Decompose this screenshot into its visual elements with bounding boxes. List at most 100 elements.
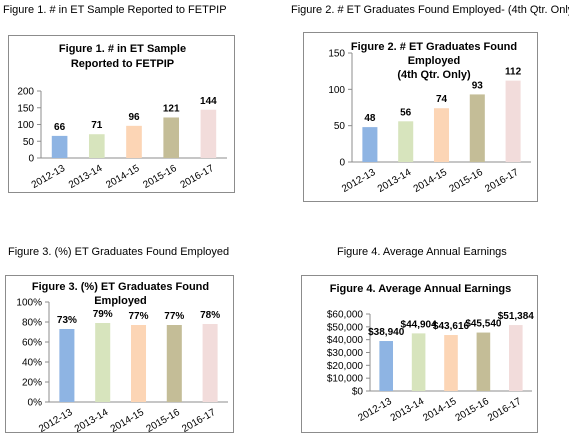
figure-1-category-label: 2016-17: [179, 163, 217, 191]
figure-3-category-label: 2013-14: [73, 407, 111, 433]
figure-3-y-tick-label: 80%: [22, 318, 42, 329]
figure-1-category-label: 2013-14: [67, 163, 105, 191]
figure-2-caption: Figure 2. # ET Graduates Found Employed-…: [291, 4, 569, 16]
figure-4-bar-2016-17: [508, 325, 523, 391]
figure-2-y-tick-label: 50: [334, 121, 346, 132]
figure-4-svg: Figure 4. Average Annual Earnings $0 $10,0…: [327, 283, 535, 424]
figure-4-category-label: 2012-13: [356, 396, 394, 424]
figure-3-data-label: 79%: [93, 309, 113, 320]
figure-1-chart: Figure 1. # in ET Sample Reported to FETP…: [8, 35, 235, 193]
figure-3-chart: Figure 3. (%) ET Graduates Found Employed…: [5, 275, 234, 433]
figure-4-y-tick-label: $10,000: [327, 374, 364, 385]
figure-2-svg: Figure 2. # ET Graduates Found Employed (4…: [328, 41, 531, 195]
figure-2-category-label: 2012-13: [340, 167, 378, 195]
figure-1-data-label: 144: [200, 96, 217, 107]
figure-3-bar-2014-15: [130, 325, 147, 402]
figure-3-y-tick-label: 20%: [22, 378, 42, 389]
figure-3-bar-2015-16: [166, 325, 182, 402]
figure-4-y-tick-label: $0: [352, 387, 364, 398]
figure-1-data-label: 71: [91, 120, 103, 131]
figure-2-bar-2012-13: [362, 127, 378, 162]
figure-2-category-label: 2016-17: [483, 167, 521, 195]
figure-1-y-tick-label: 50: [23, 137, 35, 148]
figure-2-data-label: 48: [364, 113, 376, 124]
figure-4-data-label: $51,384: [498, 311, 535, 322]
figure-2-title-line: (4th Qtr. Only): [397, 69, 471, 81]
figure-3-bar-2016-17: [202, 324, 218, 402]
figure-3-category-label: 2015-16: [145, 407, 183, 433]
figure-1-bar-2015-16: [163, 117, 180, 158]
figure-1-y-tick-label: 150: [17, 103, 34, 114]
figure-3-y-tick-label: 100%: [16, 298, 42, 309]
figure-4-caption: Figure 4. Average Annual Earnings: [337, 246, 507, 258]
figure-3-title-line: Employed: [94, 295, 147, 307]
figure-4-title-line: Figure 4. Average Annual Earnings: [330, 283, 512, 295]
figure-4-bar-2014-15: [444, 335, 458, 391]
figure-1-category-label: 2012-13: [30, 163, 68, 191]
figure-3-data-label: 77%: [128, 311, 148, 322]
figure-2-bar-2013-14: [398, 121, 414, 162]
figure-4-category-label: 2013-14: [389, 396, 427, 424]
figure-1-data-label: 66: [54, 122, 66, 133]
figure-4-bar-2013-14: [411, 333, 426, 391]
figure-3-category-label: 2016-17: [180, 407, 218, 433]
figure-1-data-label: 96: [128, 112, 140, 123]
figure-2-title-line: Employed: [408, 55, 461, 67]
figure-2-category-label: 2013-14: [376, 167, 414, 195]
figure-4-y-tick-label: $20,000: [327, 361, 364, 372]
figure-3-data-label: 78%: [200, 310, 220, 321]
figure-1-category-label: 2014-15: [104, 163, 142, 191]
figure-2-y-tick-label: 100: [328, 85, 345, 96]
figure-4-data-label: $38,940: [368, 327, 405, 338]
figure-4-data-label: $45,540: [465, 319, 502, 330]
figure-4-bar-2015-16: [476, 332, 491, 391]
figure-1-bar-2013-14: [88, 134, 105, 158]
figure-3-bar-2012-13: [59, 329, 75, 402]
figure-2-y-tick-label: 0: [339, 158, 345, 169]
figure-2-data-label: 56: [400, 107, 412, 118]
figure-1-y-tick-label: 200: [17, 87, 34, 98]
figure-3-title-line: Figure 3. (%) ET Graduates Found: [32, 281, 209, 293]
figure-2-bar-2016-17: [505, 80, 521, 162]
figure-4-category-label: 2014-15: [421, 396, 459, 424]
figure-3-y-tick-label: 60%: [22, 338, 42, 349]
figure-1-bar-2016-17: [200, 109, 217, 158]
figure-2-title-line: Figure 2. # ET Graduates Found: [351, 41, 517, 53]
figure-3-data-label: 77%: [164, 311, 184, 322]
figure-2-data-label: 93: [472, 80, 484, 91]
figure-3-category-label: 2014-15: [109, 407, 147, 433]
figure-3-category-label: 2012-13: [37, 407, 75, 433]
figure-1-category-label: 2015-16: [141, 163, 179, 191]
figure-1-title-line: Reported to FETPIP: [71, 58, 174, 70]
figure-4-category-label: 2015-16: [454, 396, 492, 424]
figure-2-y-tick-label: 150: [328, 49, 345, 60]
figure-1-bar-2014-15: [126, 125, 142, 158]
figure-4-bar-2012-13: [379, 341, 394, 391]
figure-3-y-tick-label: 40%: [22, 358, 42, 369]
figure-3-y-tick-label: 0%: [28, 398, 43, 409]
figure-2-chart: Figure 2. # ET Graduates Found Employed (4…: [303, 32, 538, 202]
figure-1-svg: Figure 1. # in ET Sample Reported to FETP…: [17, 43, 227, 191]
figure-4-category-label: 2016-17: [486, 396, 524, 424]
figure-4-data-label: $44,904: [401, 319, 438, 330]
figure-4-y-tick-label: $50,000: [327, 322, 364, 333]
figure-1-data-label: 121: [163, 103, 180, 114]
figure-4-y-tick-label: $40,000: [327, 335, 364, 346]
figure-4-chart: Figure 4. Average Annual Earnings $0 $10,0…: [301, 275, 538, 433]
figure-2-bar-2015-16: [469, 94, 485, 162]
figure-2-data-label: 74: [436, 94, 448, 105]
figure-4-y-tick-label: $30,000: [327, 348, 364, 359]
figure-2-data-label: 112: [505, 67, 522, 78]
figure-4-y-tick-label: $60,000: [327, 310, 364, 321]
figure-2-category-label: 2014-15: [412, 167, 450, 195]
figure-1-y-tick-label: 100: [17, 120, 34, 131]
figure-1-title-line: Figure 1. # in ET Sample: [59, 43, 186, 55]
figure-2-bar-2014-15: [433, 108, 450, 162]
figure-1-bar-2012-13: [51, 135, 68, 158]
figure-3-bar-2013-14: [95, 323, 111, 402]
figure-3-caption: Figure 3. (%) ET Graduates Found Employe…: [8, 246, 230, 258]
figure-2-category-label: 2015-16: [448, 167, 486, 195]
figure-1-caption: Figure 1. # in ET Sample Reported to FET…: [3, 4, 227, 16]
figure-1-y-tick-label: 0: [28, 154, 34, 165]
figure-4-data-label: $43,616: [433, 321, 470, 332]
